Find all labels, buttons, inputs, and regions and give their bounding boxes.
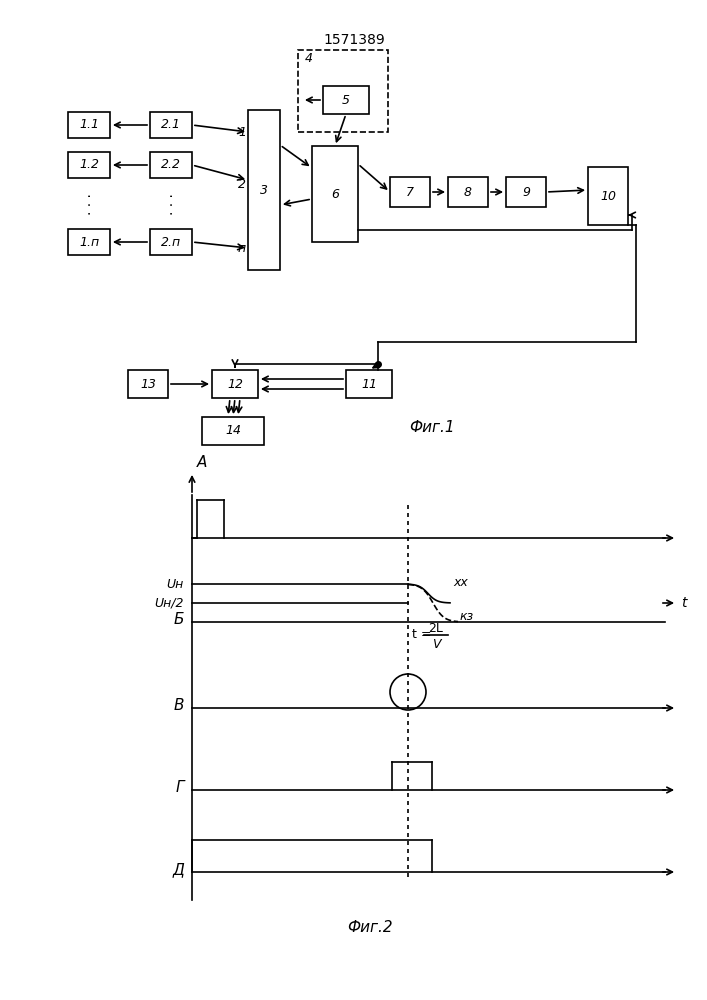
Text: 1.1: 1.1	[79, 118, 99, 131]
Bar	[150, 152, 192, 178]
Text: 10: 10	[600, 190, 616, 202]
Bar	[312, 146, 358, 242]
Text: 5: 5	[342, 94, 350, 106]
Text: 2: 2	[238, 178, 246, 192]
Bar	[68, 229, 110, 255]
Bar	[212, 370, 258, 398]
Bar	[150, 229, 192, 255]
Text: 14: 14	[225, 424, 241, 438]
Bar	[588, 167, 628, 225]
Bar	[298, 50, 388, 132]
Text: V: V	[432, 638, 440, 650]
Text: 2.п: 2.п	[161, 235, 181, 248]
Text: 1.2: 1.2	[79, 158, 99, 172]
Text: В: В	[173, 698, 184, 714]
Text: 1: 1	[238, 125, 246, 138]
Text: хх: хх	[453, 576, 468, 588]
Text: 8: 8	[464, 186, 472, 198]
Text: · · ·: · · ·	[166, 193, 180, 215]
Text: 6: 6	[331, 188, 339, 200]
Text: Uн: Uн	[167, 578, 184, 590]
Bar	[248, 110, 280, 270]
Text: 2.2: 2.2	[161, 158, 181, 172]
Text: Д: Д	[172, 862, 184, 878]
Text: 1571389: 1571389	[323, 33, 385, 47]
Bar	[68, 152, 110, 178]
Bar	[150, 112, 192, 138]
Text: Фиг.1: Фиг.1	[409, 420, 455, 434]
Text: 2L: 2L	[428, 622, 443, 636]
Text: Б: Б	[173, 612, 184, 628]
Text: t =: t =	[412, 628, 431, 641]
Bar	[128, 370, 168, 398]
Bar	[202, 417, 264, 445]
Bar	[390, 177, 430, 207]
Text: А: А	[197, 455, 207, 470]
Text: 1.п: 1.п	[79, 235, 99, 248]
Text: кз: кз	[460, 609, 474, 622]
Text: · · ·: · · ·	[84, 193, 98, 215]
Bar	[506, 177, 546, 207]
Bar	[68, 112, 110, 138]
Text: 11: 11	[361, 377, 377, 390]
Bar	[323, 86, 369, 114]
Bar	[448, 177, 488, 207]
Text: Фиг.2: Фиг.2	[347, 920, 393, 936]
Text: Uн/2: Uн/2	[155, 596, 184, 609]
Text: п: п	[238, 241, 246, 254]
Text: 3: 3	[260, 184, 268, 196]
Text: t: t	[681, 596, 686, 610]
Text: Г: Г	[175, 780, 184, 796]
Text: 4: 4	[305, 52, 313, 66]
Ellipse shape	[390, 674, 426, 710]
Text: 7: 7	[406, 186, 414, 198]
Text: 12: 12	[227, 377, 243, 390]
Bar	[346, 370, 392, 398]
Text: 2.1: 2.1	[161, 118, 181, 131]
Text: 13: 13	[140, 377, 156, 390]
Text: 9: 9	[522, 186, 530, 198]
